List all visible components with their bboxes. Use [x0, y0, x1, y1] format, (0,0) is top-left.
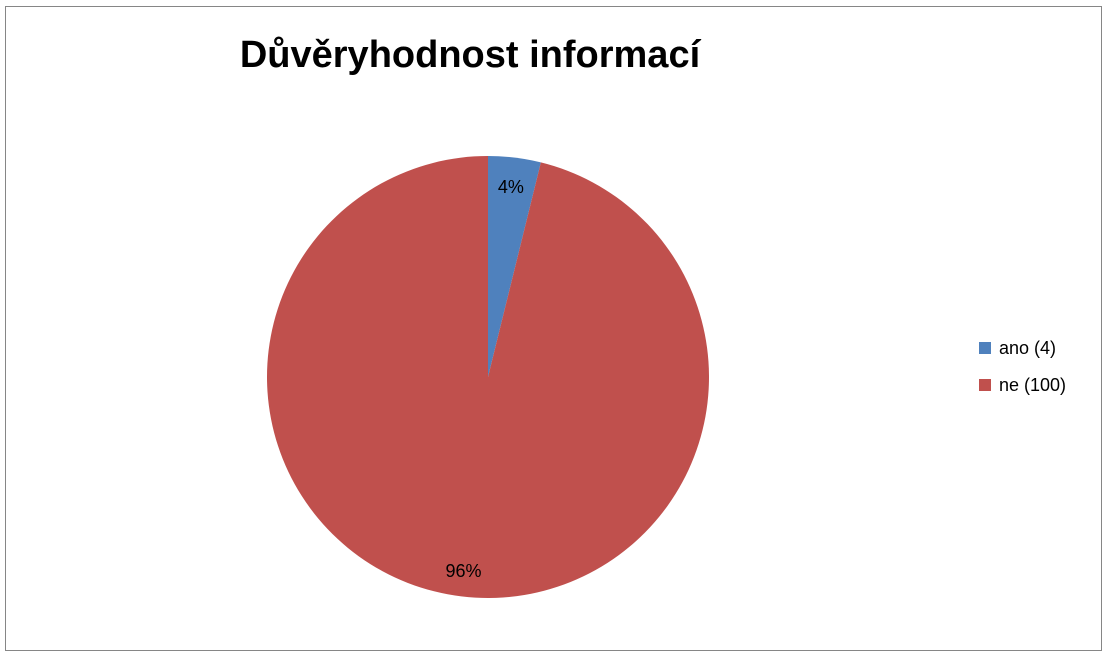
pie-slice-1: [488, 156, 541, 377]
legend-label-2: ne (100): [999, 374, 1067, 395]
pie-slice-2: [266, 156, 709, 598]
data-label-1: 4%: [498, 177, 524, 197]
legend-item-1: ano (4): [979, 337, 1066, 359]
data-label-2: 96%: [445, 561, 481, 581]
legend: ano (4) ne (100): [979, 337, 1066, 411]
legend-swatch-1: [979, 342, 991, 354]
chart-title: Důvěryhodnost informací: [239, 34, 701, 76]
legend-label-1: ano (4): [999, 337, 1057, 358]
legend-item-2: ne (100): [979, 374, 1066, 396]
legend-swatch-2: [979, 379, 991, 391]
